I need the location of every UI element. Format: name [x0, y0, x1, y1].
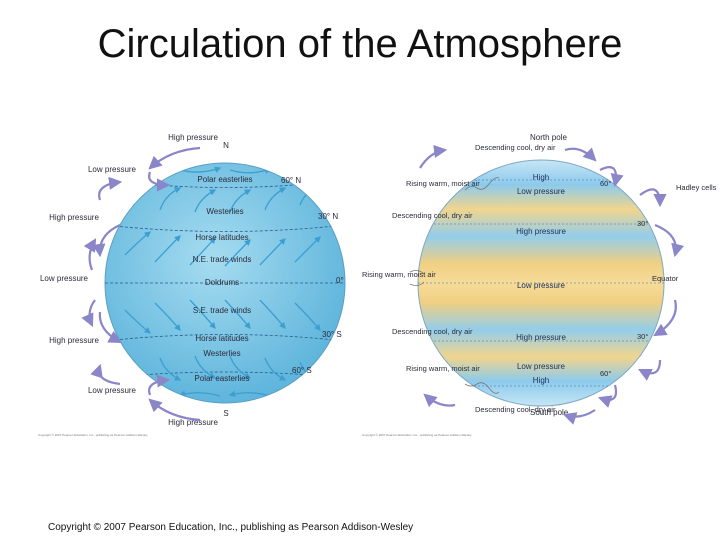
right-credit: Copyright © 2007 Pearson Education, Inc.… [362, 433, 472, 437]
descending-air-bottom: Descending cool, dry air [475, 405, 556, 414]
copyright-footer: Copyright © 2007 Pearson Education, Inc.… [48, 522, 414, 533]
slide-title: Circulation of the Atmosphere [97, 22, 623, 66]
zone-westerlies-n: Westerlies [206, 207, 243, 216]
rising-air-equator: Rising warm, moist air [362, 270, 436, 279]
band-high-n30: High pressure [516, 227, 566, 236]
descending-air-s30: Descending cool, dry air [392, 327, 473, 336]
descending-air-top: Descending cool, dry air [475, 143, 556, 152]
pressure-bottom: High pressure [168, 418, 218, 427]
zone-ne-trade-winds: N.E. trade winds [193, 255, 252, 264]
lat-equator: 0° [336, 276, 344, 285]
tick-30s: 30° [637, 332, 648, 341]
pressure-upper-low: Low pressure [88, 165, 137, 174]
left-cell-arrows [81, 146, 201, 422]
pressure-equator-low: Low pressure [40, 274, 89, 283]
band-high-s30: High pressure [516, 333, 566, 342]
band-low-n: Low pressure [517, 187, 566, 196]
rising-air-n60: Rising warm, moist air [406, 179, 480, 188]
lat-30s: 30° S [322, 330, 342, 339]
zone-polar-easterlies-n: Polar easterlies [197, 175, 252, 184]
pressure-lower-low: Low pressure [88, 386, 137, 395]
lat-60n: 60° N [281, 176, 301, 185]
north-pole-label: North pole [530, 133, 567, 142]
left-credit: Copyright © 2007 Pearson Education, Inc.… [38, 433, 148, 437]
rising-air-s60: Rising warm, moist air [406, 364, 480, 373]
zone-doldrums: Doldrums [205, 278, 239, 287]
zone-horse-latitudes-s: Horse latitudes [195, 334, 248, 343]
right-globe: High Low pressure High pressure Low pres… [362, 133, 717, 437]
tick-60s: 60° [600, 369, 611, 378]
band-high-s: High [533, 376, 549, 385]
north-label: N [223, 141, 229, 150]
lat-30n: 30° N [318, 212, 338, 221]
tick-30n: 30° [637, 219, 648, 228]
band-high-n: High [533, 173, 549, 182]
south-label: S [223, 409, 228, 418]
air-flow-glyphs [409, 177, 500, 394]
zone-westerlies-s: Westerlies [203, 349, 240, 358]
hadley-cells-label: Hadley cells [676, 183, 717, 192]
right-cell-arrows [419, 144, 685, 425]
band-low-equator: Low pressure [517, 281, 566, 290]
pressure-lower-high: High pressure [49, 336, 99, 345]
band-low-s: Low pressure [517, 362, 566, 371]
zone-se-trade-winds: S.E. trade winds [193, 306, 251, 315]
south-pole-label: South pole [530, 408, 569, 417]
pressure-top: High pressure [168, 133, 218, 142]
descending-air-n30: Descending cool, dry air [392, 211, 473, 220]
pressure-mid-high: High pressure [49, 213, 99, 222]
zone-horse-latitudes-n: Horse latitudes [195, 233, 248, 242]
zone-polar-easterlies-s: Polar easterlies [194, 374, 249, 383]
tick-equator: Equator [652, 274, 679, 283]
latitude-line-s30 [105, 334, 345, 342]
left-globe: Polar easterlies Westerlies Horse latitu… [38, 133, 346, 437]
tick-60n: 60° [600, 179, 611, 188]
latitude-line-n30 [105, 224, 345, 232]
lat-60s: 60° S [292, 366, 312, 375]
